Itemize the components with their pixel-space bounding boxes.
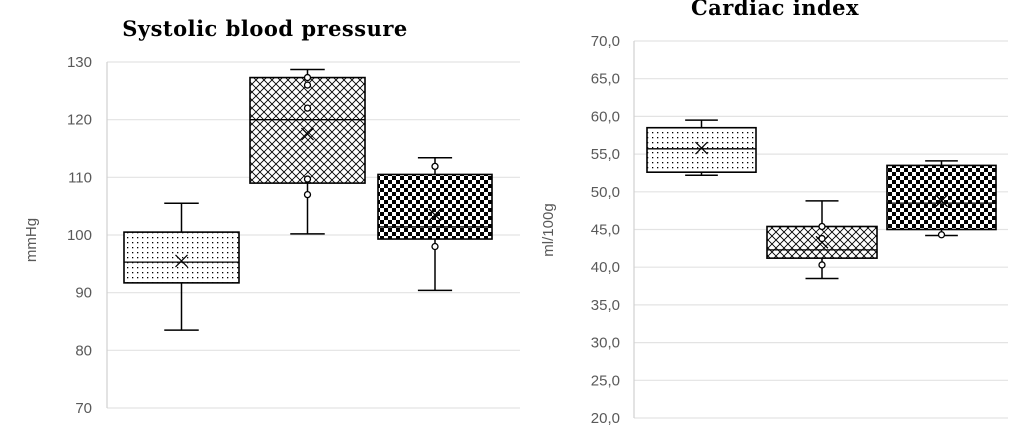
box-iqr (123, 231, 240, 284)
y-axis-label: ml/100g (540, 203, 557, 256)
data-point (303, 175, 312, 183)
y-tick-label: 40,0 (591, 259, 620, 276)
mean-marker (428, 208, 442, 222)
y-tick-label: 130 (67, 54, 92, 71)
y-tick-label: 120 (67, 112, 92, 129)
data-point (303, 73, 312, 82)
y-tick-label: 50,0 (591, 184, 620, 201)
box-group-1 (123, 202, 240, 331)
y-tick-label: 65,0 (591, 71, 620, 88)
data-point (818, 261, 826, 269)
data-point (818, 234, 826, 243)
y-tick-label: 35,0 (591, 297, 620, 314)
y-tick-label: 90 (75, 285, 92, 302)
box-group-1 (646, 119, 757, 176)
box-iqr (886, 164, 997, 231)
mean-marker (695, 141, 708, 155)
data-point (431, 162, 439, 171)
mean-marker (175, 254, 188, 268)
data-point (818, 222, 826, 231)
y-tick-label: 110 (68, 169, 92, 186)
data-point (431, 242, 439, 251)
mean-marker (935, 194, 948, 208)
data-point (303, 190, 312, 199)
y-tick-label: 70 (75, 400, 92, 417)
mean-marker (815, 235, 829, 249)
box-iqr (377, 173, 493, 240)
box-group-3 (377, 156, 493, 292)
box-iqr (249, 76, 366, 184)
box-group-2 (249, 68, 366, 235)
box-iqr (646, 126, 757, 173)
data-point (303, 104, 312, 112)
chart-cardiac-index: Cardiac index ml/100g 20,0 25,0 30,0 35,0 40… (540, 0, 1008, 427)
box-group-2 (766, 200, 878, 280)
y-tick-label: 30,0 (591, 335, 620, 352)
y-tick-label: 55,0 (591, 146, 620, 163)
data-point (937, 231, 946, 239)
y-tick-label: 25,0 (591, 372, 620, 389)
chart-title: Cardiac index (691, 0, 859, 20)
y-tick-label: 60,0 (591, 108, 620, 125)
chart-title: Systolic blood pressure (122, 16, 408, 41)
chart-systolic-blood-pressure: Systolic blood pressure mmHg 70 80 90 100 11… (23, 16, 520, 417)
y-tick-label: 20,0 (591, 410, 620, 427)
y-tick-label: 45,0 (591, 222, 620, 239)
data-point (303, 81, 312, 89)
box-group-3 (886, 160, 997, 239)
y-axis-label: mmHg (23, 218, 40, 262)
y-tick-label: 80 (75, 342, 92, 359)
y-tick-label: 70,0 (591, 33, 620, 50)
y-tick-label: 100 (67, 227, 92, 244)
mean-marker (301, 127, 314, 141)
